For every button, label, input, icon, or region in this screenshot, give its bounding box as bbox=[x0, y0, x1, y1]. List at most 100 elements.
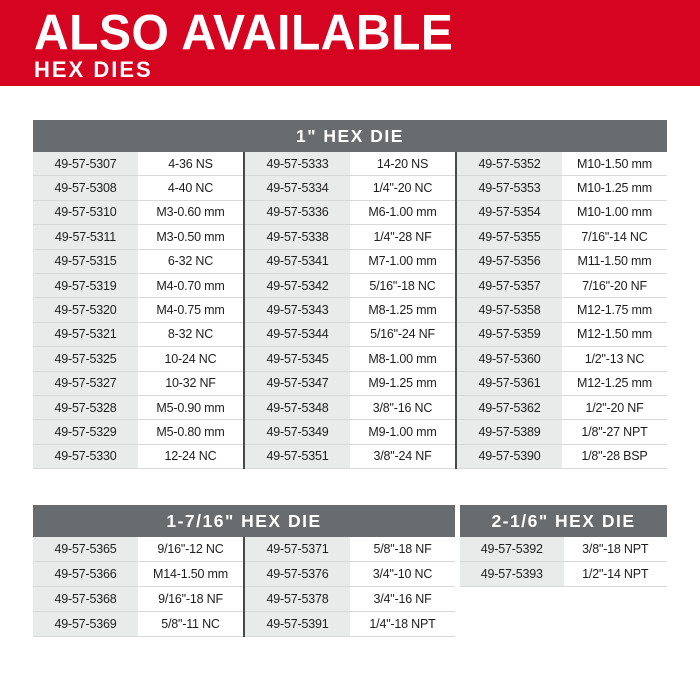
sku-cell: 49-57-5341 bbox=[245, 249, 350, 273]
size-cell: M4-0.75 mm bbox=[138, 298, 243, 322]
table-row: 49-57-5343 M8-1.25 mm bbox=[245, 298, 455, 323]
size-cell: 1/4"-28 NF bbox=[350, 225, 455, 249]
size-cell: 5/16"-24 NF bbox=[350, 322, 455, 347]
table-row: 49-57-5327 10-32 NF bbox=[33, 371, 243, 396]
table-row: 49-57-5321 8-32 NC bbox=[33, 322, 243, 348]
size-cell: 5/16"-18 NC bbox=[350, 273, 455, 298]
hex-die-1-7-16in-table-title: 1-7/16" HEX DIE bbox=[33, 505, 455, 537]
sku-cell: 49-57-5333 bbox=[245, 152, 350, 176]
size-cell: 3/4"-16 NF bbox=[350, 587, 455, 611]
table-row: 49-57-5361 M12-1.25 mm bbox=[457, 371, 667, 396]
size-cell: 8-32 NC bbox=[138, 322, 243, 347]
banner-title: ALSO AVAILABLE bbox=[34, 5, 454, 61]
column-group: 49-57-5392 3/8"-18 NPT 49-57-5393 1/2"-14 N… bbox=[460, 537, 667, 587]
banner-subtitle: HEX DIES bbox=[34, 57, 153, 82]
sku-cell: 49-57-5369 bbox=[33, 612, 138, 636]
sku-cell: 49-57-5365 bbox=[33, 537, 138, 561]
sku-cell: 49-57-5390 bbox=[457, 444, 562, 469]
sku-cell: 49-57-5351 bbox=[245, 444, 350, 469]
table-row: 49-57-5352 M10-1.50 mm bbox=[457, 152, 667, 177]
size-cell: M8-1.25 mm bbox=[350, 298, 455, 322]
table-row: 49-57-5371 5/8"-18 NF bbox=[245, 537, 455, 562]
size-cell: 12-24 NC bbox=[138, 444, 243, 469]
table-row: 49-57-5307 4-36 NS bbox=[33, 152, 243, 177]
size-cell: 3/4"-10 NC bbox=[350, 562, 455, 586]
sku-cell: 49-57-5366 bbox=[33, 562, 138, 586]
sku-cell: 49-57-5319 bbox=[33, 273, 138, 298]
sku-cell: 49-57-5352 bbox=[457, 152, 562, 176]
sku-cell: 49-57-5320 bbox=[33, 298, 138, 322]
size-cell: M6-1.00 mm bbox=[350, 200, 455, 225]
sku-cell: 49-57-5347 bbox=[245, 371, 350, 395]
column-group: 49-57-5365 9/16"-12 NC 49-57-5366 M14-1.50 … bbox=[33, 537, 243, 637]
sku-cell: 49-57-5345 bbox=[245, 347, 350, 371]
size-cell: M4-0.70 mm bbox=[138, 273, 243, 298]
size-cell: 5/8"-18 NF bbox=[350, 537, 455, 561]
size-cell: M10-1.50 mm bbox=[562, 152, 667, 176]
table-row: 49-57-5329 M5-0.80 mm bbox=[33, 420, 243, 445]
hex-die-1-7-16in-table-body: 49-57-5365 9/16"-12 NC 49-57-5366 M14-1.50 … bbox=[33, 537, 455, 637]
table-row: 49-57-5342 5/16"-18 NC bbox=[245, 273, 455, 299]
size-cell: 1/2"-20 NF bbox=[562, 395, 667, 420]
table-row: 49-57-5391 1/4"-18 NPT bbox=[245, 612, 455, 637]
table-row: 49-57-5355 7/16"-14 NC bbox=[457, 225, 667, 250]
size-cell: M14-1.50 mm bbox=[138, 562, 243, 586]
size-cell: 9/16"-18 NF bbox=[138, 587, 243, 611]
table-row: 49-57-5376 3/4"-10 NC bbox=[245, 562, 455, 587]
table-row: 49-57-5310 M3-0.60 mm bbox=[33, 200, 243, 226]
table-row: 49-57-5393 1/2"-14 NPT bbox=[460, 562, 667, 587]
sku-cell: 49-57-5338 bbox=[245, 225, 350, 249]
table-row: 49-57-5351 3/8"-24 NF bbox=[245, 444, 455, 470]
size-cell: M10-1.00 mm bbox=[562, 200, 667, 225]
table-row: 49-57-5328 M5-0.90 mm bbox=[33, 395, 243, 421]
table-row: 49-57-5368 9/16"-18 NF bbox=[33, 587, 243, 612]
sku-cell: 49-57-5349 bbox=[245, 420, 350, 444]
size-cell: M10-1.25 mm bbox=[562, 176, 667, 200]
sku-cell: 49-57-5348 bbox=[245, 395, 350, 420]
table-row: 49-57-5362 1/2"-20 NF bbox=[457, 395, 667, 421]
also-available-banner: ALSO AVAILABLE HEX DIES bbox=[0, 0, 700, 86]
hex-die-1in-table-title: 1" HEX DIE bbox=[33, 120, 667, 152]
sku-cell: 49-57-5334 bbox=[245, 176, 350, 200]
table-row: 49-57-5359 M12-1.50 mm bbox=[457, 322, 667, 348]
table-row: 49-57-5345 M8-1.00 mm bbox=[245, 347, 455, 372]
sku-cell: 49-57-5371 bbox=[245, 537, 350, 561]
size-cell: 9/16"-12 NC bbox=[138, 537, 243, 561]
sku-cell: 49-57-5344 bbox=[245, 322, 350, 347]
hex-die-1in-table-body: 49-57-5307 4-36 NS 49-57-5308 4-40 NC 49-57-… bbox=[33, 152, 667, 470]
size-cell: 3/8"-16 NC bbox=[350, 395, 455, 420]
size-cell: 7/16"-14 NC bbox=[562, 225, 667, 249]
table-row: 49-57-5341 M7-1.00 mm bbox=[245, 249, 455, 274]
sku-cell: 49-57-5330 bbox=[33, 444, 138, 469]
sku-cell: 49-57-5368 bbox=[33, 587, 138, 611]
size-cell: 3/8"-18 NPT bbox=[563, 537, 667, 561]
size-cell: 10-24 NC bbox=[138, 347, 243, 371]
size-cell: 1/4"-18 NPT bbox=[350, 612, 455, 636]
size-cell: M3-0.50 mm bbox=[138, 225, 243, 249]
sku-cell: 49-57-5353 bbox=[457, 176, 562, 200]
hex-die-1-7-16in-table: 1-7/16" HEX DIE 49-57-5365 9/16"-12 NC 49-… bbox=[33, 505, 455, 637]
column-group: 49-57-5333 14-20 NS 49-57-5334 1/4"-20 NC 49… bbox=[243, 152, 455, 470]
size-cell: 5/8"-11 NC bbox=[138, 612, 243, 636]
sku-cell: 49-57-5315 bbox=[33, 249, 138, 273]
size-cell: M7-1.00 mm bbox=[350, 249, 455, 273]
size-cell: 1/2"-13 NC bbox=[562, 347, 667, 371]
size-cell: 7/16"-20 NF bbox=[562, 273, 667, 298]
sku-cell: 49-57-5357 bbox=[457, 273, 562, 298]
size-cell: 1/8"-28 BSP bbox=[562, 444, 667, 469]
sku-cell: 49-57-5359 bbox=[457, 322, 562, 347]
sku-cell: 49-57-5391 bbox=[245, 612, 350, 636]
size-cell: 14-20 NS bbox=[350, 152, 455, 176]
table-row: 49-57-5336 M6-1.00 mm bbox=[245, 200, 455, 226]
hex-die-2-1-6in-table-body: 49-57-5392 3/8"-18 NPT 49-57-5393 1/2"-14 N… bbox=[460, 537, 667, 587]
sku-cell: 49-57-5310 bbox=[33, 200, 138, 225]
size-cell: 1/8"-27 NPT bbox=[562, 420, 667, 444]
sku-cell: 49-57-5360 bbox=[457, 347, 562, 371]
size-cell: M12-1.50 mm bbox=[562, 322, 667, 347]
table-row: 49-57-5354 M10-1.00 mm bbox=[457, 200, 667, 226]
size-cell: M12-1.75 mm bbox=[562, 298, 667, 322]
hex-die-1in-table: 1" HEX DIE 49-57-5307 4-36 NS 49-57-5308 4-… bbox=[33, 120, 667, 470]
table-row: 49-57-5390 1/8"-28 BSP bbox=[457, 444, 667, 470]
column-group: 49-57-5307 4-36 NS 49-57-5308 4-40 NC 49-57-… bbox=[33, 152, 243, 470]
sku-cell: 49-57-5327 bbox=[33, 371, 138, 395]
